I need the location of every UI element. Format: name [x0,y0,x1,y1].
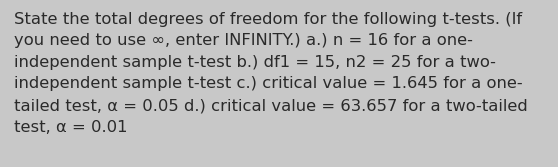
Text: State the total degrees of freedom for the following t-tests. (If
you need to us: State the total degrees of freedom for t… [14,12,528,135]
